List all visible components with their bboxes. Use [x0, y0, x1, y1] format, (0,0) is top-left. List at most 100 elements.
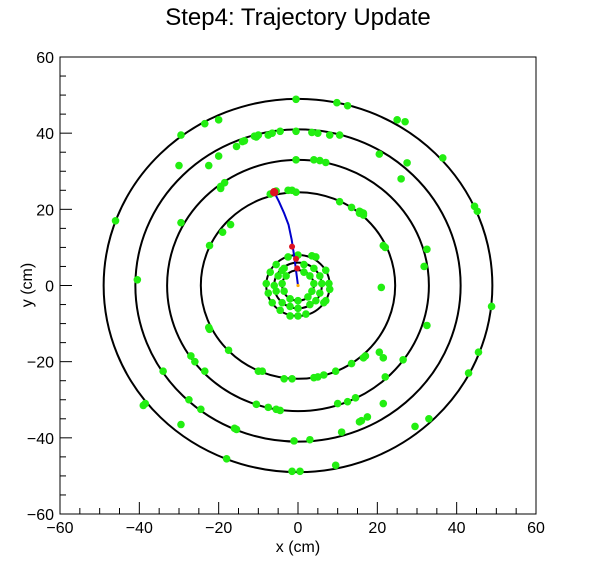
hit-point [214, 152, 223, 160]
x-axis-label: x (cm) [276, 539, 320, 556]
hit-point [282, 272, 290, 280]
hit-point [321, 158, 330, 167]
hit-point [351, 394, 360, 402]
hit-point [306, 272, 314, 280]
x-tick-label: −40 [126, 520, 153, 537]
y-tick-labels: −60 −40 −20 0 20 40 60 [27, 50, 54, 524]
hit-point [292, 95, 300, 104]
hit-point [464, 369, 473, 377]
hit-point [308, 128, 316, 137]
hit-point [300, 260, 308, 269]
hit-point [310, 279, 318, 288]
hit-point [381, 373, 390, 381]
y-tick-label: 60 [36, 50, 54, 67]
hit-point [274, 272, 282, 280]
hit-point [280, 287, 288, 296]
hit-point [308, 287, 316, 296]
hit-point [177, 218, 185, 227]
hit-point [487, 302, 496, 311]
hit-point [312, 253, 320, 261]
hit-point [325, 285, 334, 294]
chart-title: Step4: Trajectory Update [165, 4, 431, 31]
hit-point [393, 116, 401, 124]
hit-point [399, 355, 407, 364]
hit-point [216, 184, 225, 193]
x-tick-label: 20 [368, 520, 386, 537]
hit-point [159, 367, 167, 375]
hit-point [254, 131, 263, 139]
hit-point [325, 131, 334, 139]
hit-point [280, 264, 288, 273]
hit-point [379, 354, 388, 362]
hit-point [335, 197, 344, 206]
hit-point [319, 371, 328, 379]
hit-point [254, 367, 263, 375]
hit-point [177, 131, 185, 139]
hit-point [300, 268, 308, 276]
hit-point [272, 260, 280, 269]
hit-point [357, 208, 366, 217]
hit-point [359, 354, 368, 362]
hit-point [302, 310, 310, 318]
x-tick-label: −60 [46, 520, 73, 537]
x-tick-label: 40 [448, 520, 466, 537]
y-tick-label: −20 [27, 355, 54, 372]
x-tick-labels: −60 −40 −20 0 20 40 60 [46, 520, 545, 537]
hit-point [310, 373, 318, 382]
hit-point [292, 156, 300, 164]
hit-point [318, 279, 326, 288]
hit-point [214, 116, 223, 124]
hit-point [133, 275, 142, 284]
hit-point [379, 399, 388, 408]
hit-point [264, 131, 273, 139]
axis-ticks [59, 56, 537, 515]
hit-point [290, 437, 298, 445]
hit-point [335, 131, 344, 139]
hit-point [220, 178, 229, 187]
hit-point [310, 156, 318, 164]
y-tick-label: 40 [36, 126, 54, 143]
update-point [294, 265, 301, 272]
hit-point [381, 243, 390, 252]
y-tick-label: 0 [45, 279, 54, 296]
hit-point [438, 154, 447, 162]
update-point [293, 255, 300, 262]
hit-point [266, 268, 275, 276]
hit-point [397, 175, 405, 183]
y-tick-label: −40 [27, 431, 54, 448]
hit-point [294, 296, 302, 305]
hit-point [355, 418, 364, 426]
hit-point [316, 289, 324, 297]
hit-points [111, 95, 496, 476]
hit-point [272, 287, 280, 296]
hit-point [363, 413, 372, 421]
hit-point [268, 298, 277, 307]
hit-point [278, 279, 286, 288]
hit-point [375, 150, 384, 158]
hit-point [403, 159, 411, 167]
hit-point [343, 101, 352, 110]
hit-point [264, 289, 273, 297]
hit-point [292, 127, 300, 136]
hit-point [319, 298, 328, 307]
hit-point [331, 461, 340, 470]
hit-point [286, 302, 294, 311]
hit-point [264, 403, 273, 412]
hit-point [200, 367, 209, 375]
hit-point [316, 272, 324, 280]
hit-point [294, 312, 302, 320]
hit-point [276, 406, 284, 415]
hit-point [278, 298, 286, 307]
hit-point [337, 428, 346, 436]
hit-point [276, 306, 284, 315]
hit-point [288, 375, 296, 383]
hit-point [200, 119, 209, 128]
hit-point [226, 220, 235, 229]
hit-point [224, 346, 233, 355]
hit-point [425, 414, 433, 423]
hit-point [232, 142, 241, 151]
update-points [270, 187, 301, 288]
hit-point [270, 281, 279, 290]
update-point [270, 187, 279, 197]
hit-point [222, 454, 231, 463]
